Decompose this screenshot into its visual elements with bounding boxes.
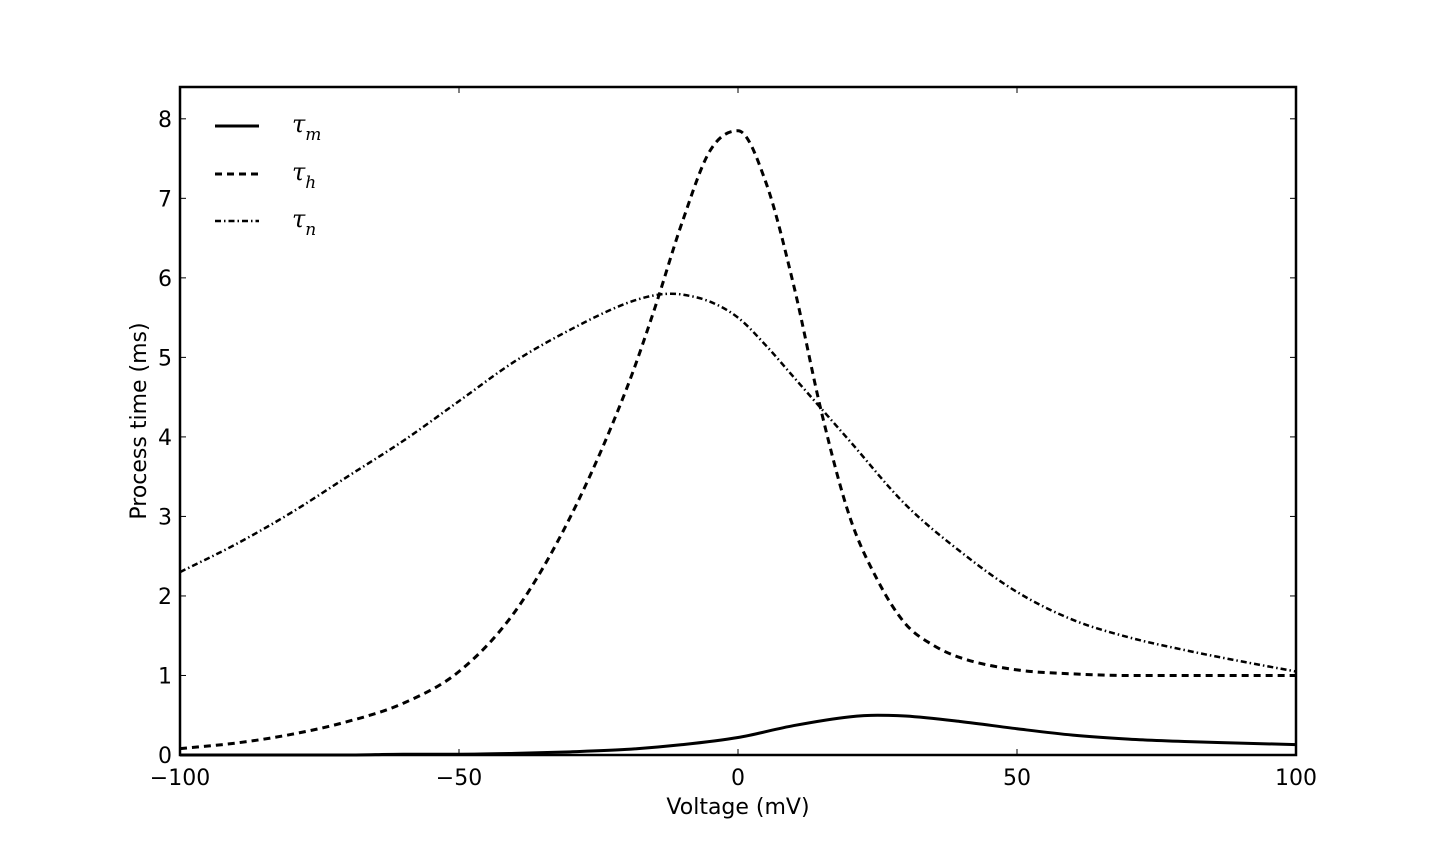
x-tick-label: −100 — [150, 766, 210, 791]
legend-label-tau-m: τm — [292, 110, 321, 145]
y-tick-label: 6 — [158, 267, 172, 292]
series-layer — [179, 129, 1297, 757]
y-tick-label: 8 — [158, 108, 172, 133]
series-line-tau-m — [180, 713, 1297, 757]
legend: τm τh τn — [215, 110, 321, 240]
series-line-tau-n — [179, 292, 1297, 673]
y-tick-label: 2 — [158, 585, 172, 610]
legend-label-tau-h: τh — [292, 158, 316, 193]
y-tick-label: 0 — [158, 744, 172, 769]
x-tick-label: 0 — [731, 766, 745, 791]
x-tick-label: −50 — [436, 766, 482, 791]
x-axis-title: Voltage (mV) — [666, 795, 809, 820]
y-tick-label: 7 — [158, 187, 172, 212]
y-axis-title: Process time (ms) — [127, 322, 152, 519]
y-tick-label: 4 — [158, 426, 172, 451]
x-tick-label: 50 — [1003, 766, 1031, 791]
legend-label-tau-n: τn — [292, 205, 316, 240]
y-tick-label: 3 — [158, 505, 172, 530]
y-tick-label: 5 — [158, 346, 172, 371]
series-line-tau-h — [179, 129, 1296, 751]
x-tick-label: 100 — [1275, 766, 1317, 791]
y-tick-label: 1 — [158, 664, 172, 689]
tick-layer: −100 −50 0 50 100 0 1 2 3 4 5 6 7 8 — [150, 87, 1317, 791]
